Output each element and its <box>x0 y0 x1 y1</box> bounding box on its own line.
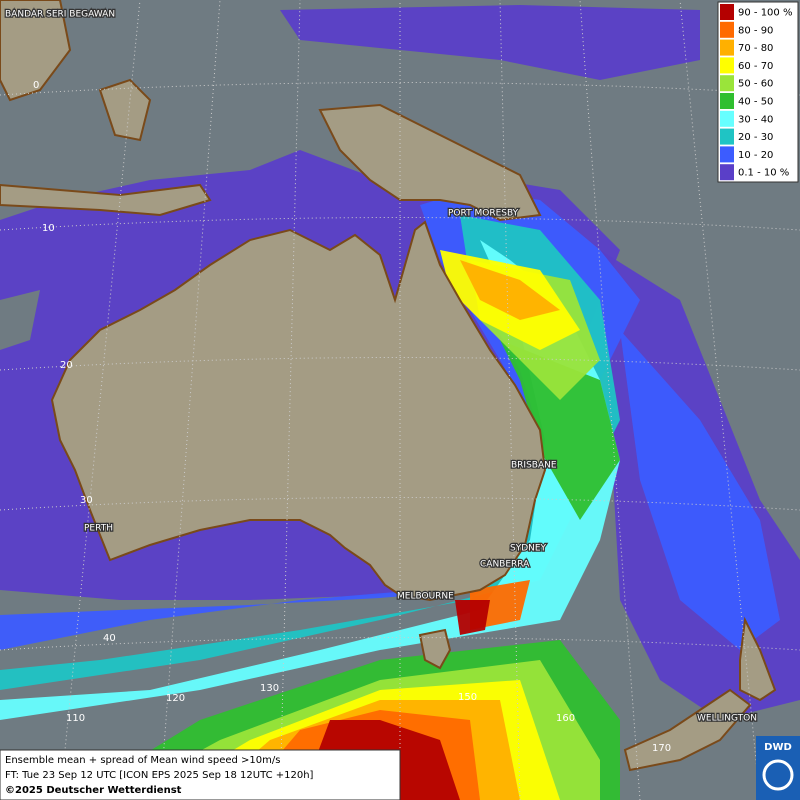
legend-swatch <box>720 39 734 56</box>
logo-icon <box>762 759 794 791</box>
legend-swatch <box>720 164 734 181</box>
land <box>0 0 777 772</box>
wind-probability-area <box>455 600 490 635</box>
labels: BANDAR SERI BEGAWAN PORT MORESBY BRISBANE P… <box>4 8 758 754</box>
wind-probability-area <box>620 330 780 650</box>
wind-probability-area <box>0 215 620 690</box>
legend-label: 0.1 - 10 % <box>738 168 789 179</box>
legend-label: 40 - 50 <box>738 97 773 108</box>
new-guinea <box>318 103 542 222</box>
legend-swatch <box>720 93 734 109</box>
legend-label: 20 - 30 <box>738 132 773 143</box>
meridians <box>59 0 761 800</box>
footer-line: FT: Tue 23 Sep 12 UTC [ICON EPS 2025 Sep… <box>5 770 314 781</box>
legend-label: 10 - 20 <box>738 150 773 161</box>
wind-probability-area <box>460 260 560 320</box>
grid-label: 20 <box>60 360 73 371</box>
parallels <box>0 82 800 651</box>
grid-label: 150 <box>458 692 477 703</box>
legend-swatch <box>720 128 734 145</box>
legend-swatch <box>720 57 734 74</box>
borneo <box>0 0 72 102</box>
legend-label: 90 - 100 % <box>738 8 792 19</box>
place-label: WELLINGTON <box>697 714 757 724</box>
footer-line: ©2025 Deutscher Wetterdienst <box>5 785 182 796</box>
tasmania <box>418 628 452 670</box>
logo: DWD <box>764 742 792 753</box>
legend-swatch <box>720 110 734 127</box>
wind-probability-area <box>500 340 620 520</box>
place-label: BRISBANE <box>511 461 557 471</box>
grid-label: 170 <box>652 743 671 754</box>
legend-label: 30 - 40 <box>738 114 773 125</box>
place-label: PERTH <box>84 524 113 534</box>
legend-swatch <box>720 75 734 92</box>
grid-label: 30 <box>80 495 93 506</box>
grid-label: 160 <box>556 713 575 724</box>
australia <box>50 220 547 602</box>
place-label: CANBERRA <box>480 560 530 570</box>
grid-label: 130 <box>260 683 279 694</box>
new-zealand-north <box>739 616 777 702</box>
legend-swatch <box>720 4 734 20</box>
legend-swatch <box>720 146 734 163</box>
legend-label: 60 - 70 <box>738 61 773 72</box>
place-label: SYDNEY <box>510 544 547 554</box>
new-zealand-south <box>623 688 752 772</box>
place-label: MELBOURNE <box>397 592 454 602</box>
wind-probability-area <box>280 5 700 80</box>
legend-label: 80 - 90 <box>738 25 773 36</box>
legend: 90 - 100 % 80 - 90 70 - 80 60 - 70 50 - 60 40… <box>720 4 792 181</box>
footer-line: Ensemble mean + spread of Mean wind spee… <box>5 755 280 766</box>
legend-label: 50 - 60 <box>738 79 773 90</box>
footer-box <box>0 749 401 800</box>
place-label: PORT MORESBY <box>448 209 519 219</box>
grid-label: 120 <box>166 693 185 704</box>
grid-label: 0 <box>33 80 39 91</box>
grid-label: 40 <box>103 633 116 644</box>
legend-label: 70 - 80 <box>738 43 773 54</box>
islands <box>0 183 212 217</box>
grid-label: 10 <box>42 223 55 234</box>
place-label: BANDAR SERI BEGAWAN <box>5 10 115 20</box>
grid-label: 110 <box>66 713 85 724</box>
sulawesi <box>98 78 152 142</box>
legend-swatch <box>720 21 734 38</box>
